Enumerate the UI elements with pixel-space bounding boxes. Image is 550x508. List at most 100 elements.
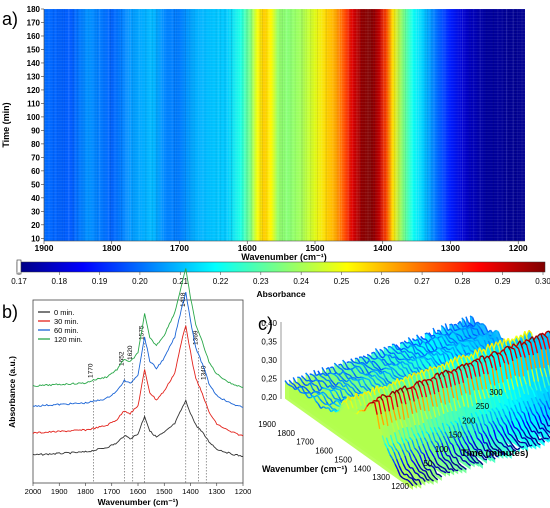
surface-segment xyxy=(447,412,452,422)
surface-segment xyxy=(343,400,347,404)
surface-segment xyxy=(493,331,498,338)
surface-segment xyxy=(447,328,451,332)
surface-segment xyxy=(417,366,422,370)
surface-segment xyxy=(326,372,331,376)
surface-segment xyxy=(406,359,410,364)
surface-segment xyxy=(420,451,425,455)
surface-segment xyxy=(496,454,500,458)
surface-segment xyxy=(493,429,497,440)
surface-segment xyxy=(327,374,332,381)
surface-segment xyxy=(463,406,468,419)
surface-segment xyxy=(322,380,326,384)
surface-segment xyxy=(507,345,511,351)
surface-segment xyxy=(448,455,453,463)
surface-segment xyxy=(338,386,343,390)
surface-segment xyxy=(411,413,416,426)
surface-segment xyxy=(364,383,369,388)
surface-segment xyxy=(451,461,456,465)
surface-segment xyxy=(488,455,492,459)
surface-segment xyxy=(484,434,489,440)
surface-segment xyxy=(459,456,464,462)
colorbar-slider-handle[interactable] xyxy=(16,259,22,275)
surface-segment xyxy=(476,449,480,456)
surface-segment xyxy=(458,342,462,345)
surface-segment xyxy=(503,404,507,407)
surface-segment xyxy=(509,349,514,362)
y-tick-label: 120 xyxy=(27,86,41,95)
surface-segment xyxy=(352,407,357,411)
surface-segment xyxy=(462,344,466,348)
surface-segment xyxy=(414,447,418,452)
surface-segment xyxy=(397,352,401,355)
surface-segment xyxy=(425,357,429,361)
surface-segment xyxy=(470,350,474,353)
surface-segment xyxy=(530,421,534,426)
surface-segment xyxy=(436,473,440,476)
surface-segment xyxy=(416,334,420,339)
surface-segment xyxy=(363,406,368,412)
heatmap-x-axis: 1900 1800 1700 1600 1500 1400 1300 1200 xyxy=(35,240,528,253)
surface-segment xyxy=(480,329,485,335)
surface-segment xyxy=(433,376,437,380)
colorbar-tick-label: 0.28 xyxy=(455,277,471,286)
surface-segment xyxy=(349,374,353,379)
surface-segment xyxy=(515,335,520,342)
surface-segment xyxy=(420,409,425,424)
surface-segment xyxy=(399,419,404,429)
surface-segment xyxy=(400,347,405,351)
surface-segment xyxy=(381,358,385,361)
surface-segment xyxy=(465,328,470,336)
surface-segment xyxy=(388,411,393,423)
surface-segment xyxy=(517,348,522,358)
surface-segment xyxy=(471,345,476,349)
surface-segment xyxy=(431,474,436,478)
surface-segment xyxy=(315,379,319,382)
surface-segment xyxy=(471,317,476,325)
surface-segment xyxy=(359,393,364,397)
surface-segment xyxy=(441,362,445,365)
surface-segment xyxy=(423,385,428,398)
surface-segment xyxy=(542,339,547,350)
surface-segment xyxy=(396,469,401,476)
surface-segment xyxy=(401,369,406,375)
surface-segment xyxy=(467,430,472,436)
surface-segment xyxy=(340,376,345,381)
legend-label: 120 min. xyxy=(54,335,83,344)
surface-segment xyxy=(451,323,456,331)
surface-segment xyxy=(480,334,484,337)
surface-segment xyxy=(391,422,396,433)
surface-segment xyxy=(516,428,520,433)
surface-segment xyxy=(473,322,477,328)
surface-segment xyxy=(490,445,494,450)
surface-segment xyxy=(363,391,368,396)
surface-segment xyxy=(415,352,419,355)
surface-segment xyxy=(496,417,501,425)
surface-segment xyxy=(487,438,492,447)
surface-segment xyxy=(396,441,401,445)
surface-segment xyxy=(416,367,421,374)
surface-segment xyxy=(345,374,349,380)
surface-segment xyxy=(377,383,382,388)
x-tick-label: 1200 xyxy=(509,243,528,253)
surface-segment xyxy=(427,338,432,343)
surface-segment xyxy=(470,456,475,461)
legend-label: 0 min. xyxy=(54,308,74,317)
surface-segment xyxy=(418,470,423,474)
surface-segment xyxy=(491,367,496,386)
surface-segment xyxy=(473,459,477,464)
surface-segment xyxy=(478,409,483,415)
surface-segment xyxy=(492,396,497,408)
surface-segment xyxy=(405,367,410,374)
surface-segment xyxy=(508,411,513,422)
surface-segment xyxy=(464,368,469,379)
surface-z-axis: 0,20 0,25 0,30 0,35 0,40 xyxy=(261,319,282,402)
surface-segment xyxy=(410,473,415,479)
surface-segment xyxy=(471,461,476,465)
surface-segment xyxy=(538,398,543,404)
surface-segment xyxy=(490,424,495,430)
surface-segment xyxy=(324,393,329,399)
surface-segment xyxy=(471,424,476,432)
surface-x-label: Wavenumber (cm⁻¹) xyxy=(262,464,347,474)
surface-segment xyxy=(443,450,448,456)
surface-segment xyxy=(503,432,508,439)
